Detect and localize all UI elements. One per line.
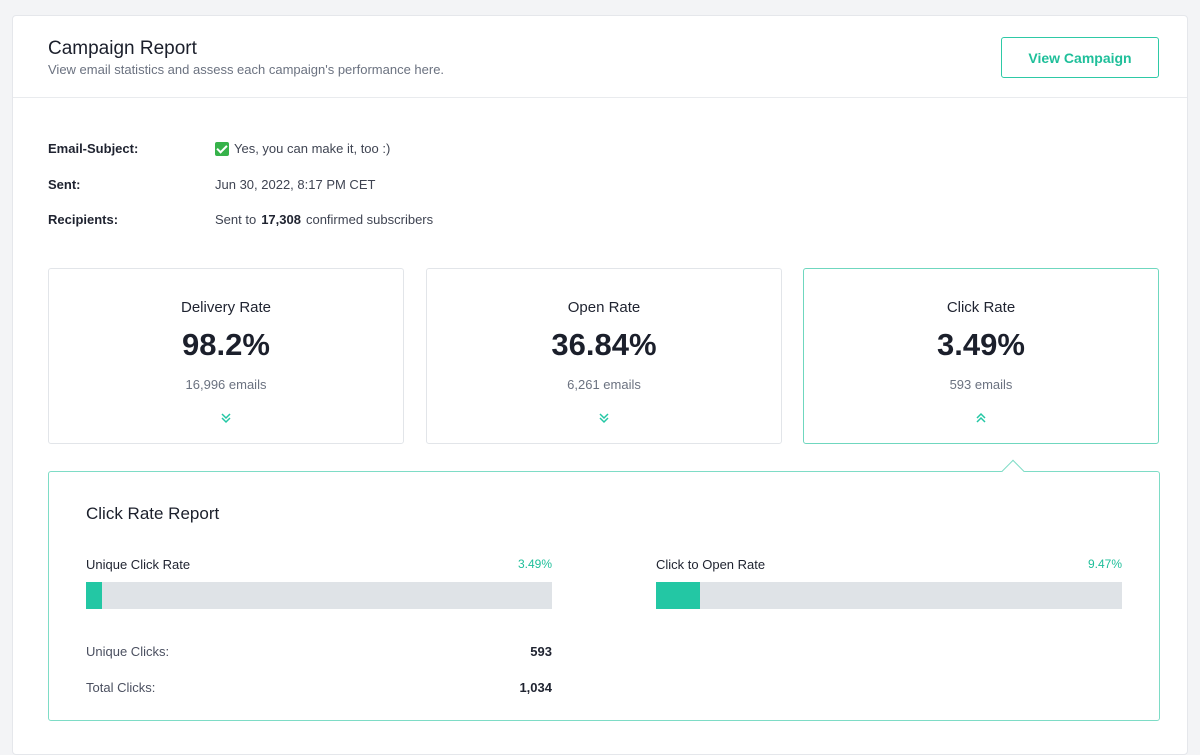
stat-sub: 593 emails — [949, 377, 1013, 392]
stat-label: Delivery Rate — [180, 299, 272, 316]
stat-value: 3.49% — [937, 327, 1025, 362]
page-subtitle: View email statistics and assess each ca… — [48, 62, 445, 77]
click-to-open-rate-value: 9.47% — [1087, 557, 1122, 571]
sent-label: Sent: — [48, 177, 81, 192]
recipients-prefix: Sent to — [215, 212, 257, 227]
click-to-open-rate-fill — [656, 582, 701, 609]
recipients-count: 17,308 — [261, 212, 301, 227]
total-clicks-label: Total Clicks: — [86, 680, 156, 695]
panel-pointer — [1001, 459, 1025, 483]
report-header: Campaign Report View email statistics an… — [13, 16, 1187, 98]
chevron-double-down-icon[interactable] — [597, 411, 611, 425]
stat-value: 36.84% — [551, 327, 657, 362]
campaign-report-card: Campaign Report View email statistics an… — [12, 15, 1188, 755]
unique-click-rate-bar — [86, 582, 552, 609]
unique-click-rate-value: 3.49% — [517, 557, 552, 571]
click-rate-report-panel: Click Rate Report Unique Click Rate 3.49… — [48, 459, 1160, 721]
recipients-label: Recipients: — [48, 212, 119, 227]
chevron-double-down-icon[interactable] — [219, 411, 233, 425]
click-to-open-rate-bar — [656, 582, 1122, 609]
checkmark-icon — [215, 141, 229, 156]
unique-clicks-value: 593 — [530, 644, 552, 659]
view-campaign-button[interactable]: View Campaign — [1001, 37, 1159, 78]
email-subject-value: Yes, you can make it, too :) — [215, 141, 390, 156]
click-to-open-rate-label: Click to Open Rate — [656, 557, 766, 572]
unique-clicks-label: Unique Clicks: — [86, 644, 170, 659]
email-subject-label: Email-Subject: — [48, 141, 139, 156]
stat-sub: 6,261 emails — [567, 377, 641, 392]
chevron-double-up-icon[interactable] — [974, 411, 988, 425]
open-rate-card[interactable]: Open Rate 36.84% 6,261 emails — [426, 268, 782, 444]
sent-value: Jun 30, 2022, 8:17 PM CET — [215, 177, 376, 192]
stat-label: Click Rate — [946, 299, 1016, 316]
stat-sub: 16,996 emails — [185, 377, 267, 392]
delivery-rate-card[interactable]: Delivery Rate 98.2% 16,996 emails — [48, 268, 404, 444]
unique-click-rate-label: Unique Click Rate — [86, 557, 191, 572]
page-title: Campaign Report — [48, 38, 197, 59]
unique-click-rate-fill — [86, 582, 103, 609]
stat-value: 98.2% — [182, 327, 270, 362]
email-subject-text: Yes, you can make it, too :) — [234, 141, 391, 156]
report-title: Click Rate Report — [86, 504, 220, 523]
click-rate-card[interactable]: Click Rate 3.49% 593 emails — [803, 268, 1159, 444]
total-clicks-value: 1,034 — [519, 680, 552, 695]
recipients-suffix: confirmed subscribers — [305, 212, 434, 227]
stat-label: Open Rate — [567, 299, 641, 316]
recipients-value: Sent to 17,308 confirmed subscribers — [215, 212, 433, 227]
